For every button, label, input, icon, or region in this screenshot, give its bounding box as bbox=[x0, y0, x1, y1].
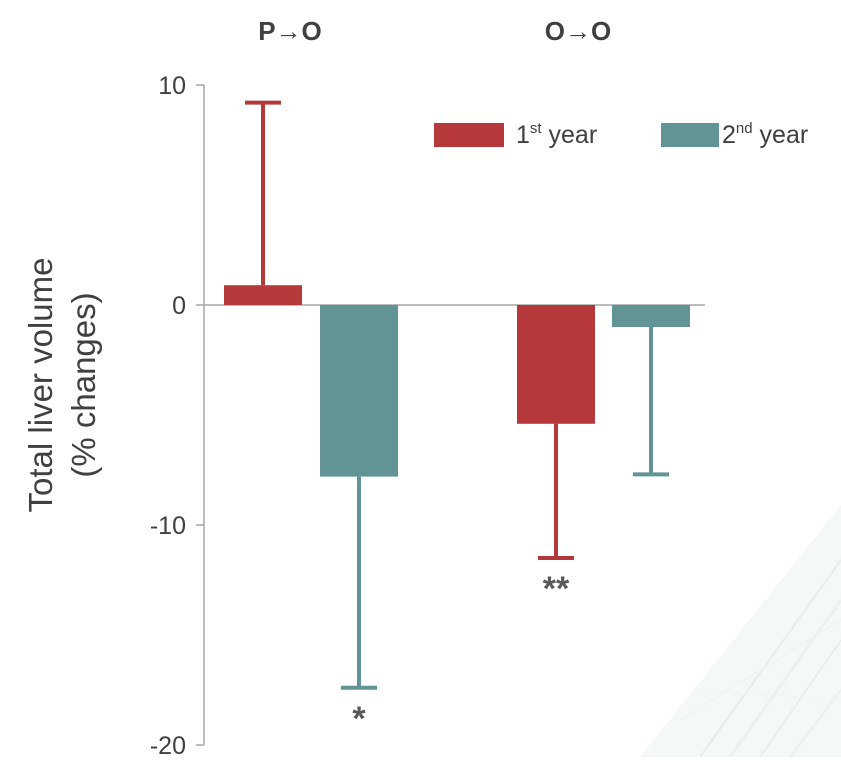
y-axis-label-line1: Total liver volume bbox=[22, 258, 59, 513]
significance-annotation: * bbox=[352, 700, 366, 738]
y-tick-label: -10 bbox=[150, 512, 186, 540]
decorative-corner-texture bbox=[640, 505, 841, 758]
legend-label: 2nd year bbox=[722, 120, 808, 149]
bar bbox=[612, 305, 690, 327]
y-tick-label: 0 bbox=[172, 292, 186, 320]
category-label: P→O bbox=[258, 16, 322, 46]
bar bbox=[517, 305, 595, 424]
labels: 10 0 -10 -20 P→O O→O Total liver volume (% chan… bbox=[22, 16, 808, 760]
bar bbox=[320, 305, 398, 477]
y-axis-label-line2: (% changes) bbox=[65, 292, 102, 477]
legend-swatch bbox=[661, 123, 719, 147]
legend-label: 1st year bbox=[516, 120, 597, 149]
y-tick-label: 10 bbox=[158, 72, 186, 100]
significance-annotation: ** bbox=[543, 570, 570, 608]
category-label: O→O bbox=[545, 16, 611, 46]
legend-swatch bbox=[434, 123, 504, 147]
bar bbox=[224, 285, 302, 305]
axes bbox=[196, 84, 705, 746]
y-tick-label: -20 bbox=[150, 732, 186, 757]
bars bbox=[224, 100, 690, 690]
